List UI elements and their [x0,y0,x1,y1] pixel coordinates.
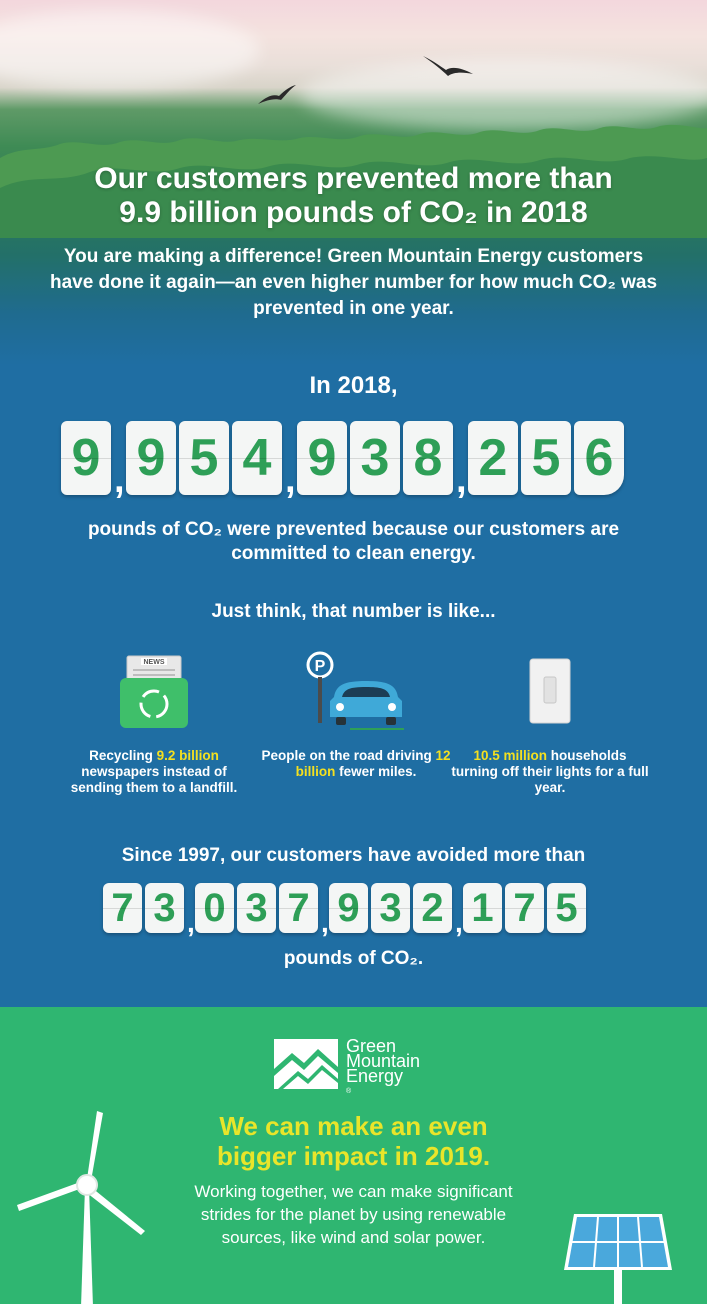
headline-line: Our customers prevented more than [94,162,613,195]
hero-subhead: You are making a difference! Green Mount… [49,246,658,319]
footer-body: Working together, we can make significan… [194,1182,513,1247]
logo-wordmark: Green Mountain Energy ® [346,1036,421,1095]
counter-digit: 2 [468,421,518,495]
counter-digit: 3 [237,883,276,933]
wind-turbine-icon [17,1111,145,1304]
total-co2-caption: pounds of CO₂. [283,948,424,969]
forest-treeline [0,124,707,238]
cloud [300,60,707,130]
thousands-separator: , [285,459,296,501]
year-intro: In 2018, [309,372,398,399]
headline-line: 9.9 billion pounds of CO₂ in 2018 [119,196,588,229]
solar-panel-icon [564,1214,672,1304]
counter-digit: 5 [547,883,586,933]
counter-digit: 9 [329,883,368,933]
counter-digit: 7 [505,883,544,933]
counter-digit: 3 [145,883,184,933]
light-switch-icon [529,658,571,724]
thousands-separator: , [114,459,125,501]
annual-co2-caption: pounds of CO₂ were prevented because our… [87,519,620,564]
thousands-separator: , [187,907,195,938]
comparison-miles: P People on the road driving 12 billion … [256,648,456,780]
comparison-newspapers: NEWS Recycling 9.2 billion newspapers in… [54,648,254,796]
bird-icon [423,56,473,76]
counter-digit: 5 [521,421,571,495]
parked-car-icon: P [306,651,404,730]
counter-digit: 6 [574,421,624,495]
comparison-text: People on the road driving 12 billion fe… [261,748,451,779]
counter-digit: 3 [350,421,400,495]
page-headline: Our customers prevented more than 9.9 bi… [0,162,707,230]
mountain-logo-icon [274,1039,338,1089]
counter-digit: 1 [463,883,502,933]
counter-digit: 9 [126,421,176,495]
footer-section: Green Mountain Energy ® We can make an ev… [0,1007,707,1304]
thousands-separator: , [321,907,329,938]
hero-banner: Our customers prevented more than 9.9 bi… [0,0,707,365]
company-logo: Green Mountain Energy ® [274,1036,421,1102]
comparison-households: 10.5 million households turning off thei… [450,648,650,796]
parking-label: P [315,658,326,675]
impact-headline: We can make an even bigger impact in 201… [216,1111,491,1171]
news-label: NEWS [144,659,165,666]
counter-digit: 3 [371,883,410,933]
thousands-separator: , [455,907,463,938]
counter-digit: 9 [297,421,347,495]
counter-digit: 5 [179,421,229,495]
comparison-text: Recycling 9.2 billion newspapers instead… [70,748,238,795]
counter-digit: 9 [61,421,111,495]
bird-icon [258,85,296,104]
counter-digit: 7 [103,883,142,933]
counter-digit: 0 [195,883,234,933]
cloud [0,10,260,90]
comparison-heading: Just think, that number is like... [211,601,496,622]
counter-digit: 8 [403,421,453,495]
counter-digit: 4 [232,421,282,495]
counter-digit: 2 [413,883,452,933]
comparison-text: 10.5 million households turning off thei… [451,748,649,795]
thousands-separator: , [456,459,467,501]
recycling-bin-icon: NEWS [120,655,188,728]
counter-digit: 7 [279,883,318,933]
total-intro: Since 1997, our customers have avoided m… [121,845,586,866]
